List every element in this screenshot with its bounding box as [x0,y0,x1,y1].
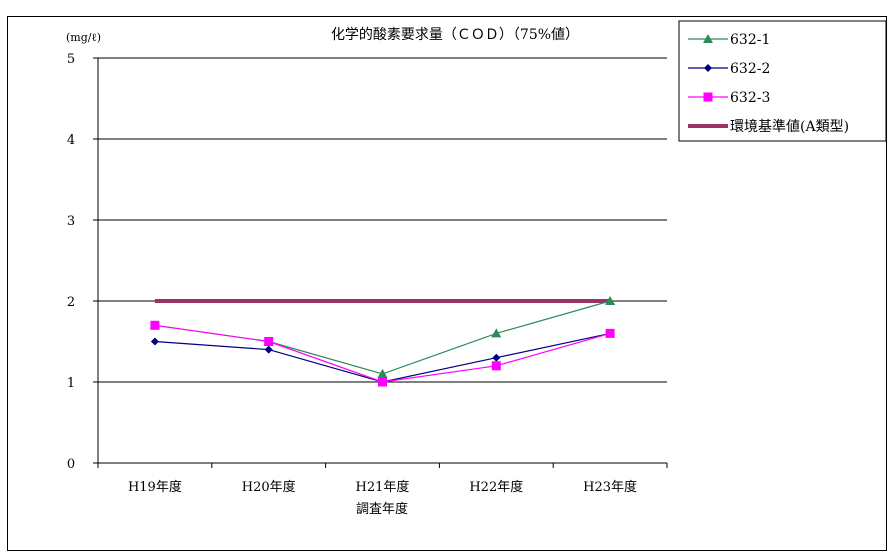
x-tick-labels: H19年度 H20年度 H21年度 H22年度 H23年度 [128,479,637,495]
legend-marker-2 [703,92,713,102]
y-tick-label-2: 2 [67,295,75,310]
data-point-2-0 [150,320,160,330]
y-unit-label: (mg/ℓ) [66,31,101,44]
series-line-0 [154,300,611,375]
legend-marker-0 [703,34,713,43]
legend-box [678,20,887,142]
legend-marker-1 [704,64,712,72]
series-2 [150,320,615,387]
y-tick-label-3: 3 [67,214,75,229]
axes [93,57,668,468]
data-point-0-4 [605,296,616,305]
legend-label-1: 632-2 [730,61,770,77]
data-point-2-2 [378,377,387,387]
legend-label-3: 環境基準値(A類型) [730,118,849,135]
y-tick-labels: 0 1 2 3 4 5 [67,52,75,472]
data-point-1-0 [150,337,159,346]
legend-label-0: 632-1 [730,32,770,48]
y-tick-label-1: 1 [67,376,75,391]
y-tick-label-0: 0 [67,457,75,472]
x-tick-label-3: H22年度 [469,479,523,495]
series-layer [149,296,616,387]
y-tick-label-5: 5 [67,52,75,67]
x-tick-label-4: H23年度 [583,479,637,495]
data-point-0-3 [491,328,502,338]
data-point-1-3 [492,353,501,362]
chart-title: 化学的酸素要求量（ＣＯＤ）（75%値） [331,27,579,43]
data-point-2-3 [491,361,501,371]
chart-frame [7,16,887,551]
x-tick-label-0: H19年度 [128,479,182,495]
data-point-0-2 [377,368,388,378]
series-0 [149,296,616,378]
x-axis-label: 調査年度 [356,501,408,517]
legend: 632-1 632-2 632-3 環境基準値(A類型) [678,20,887,142]
data-point-2-1 [264,337,274,346]
legend-label-2: 632-3 [730,90,770,106]
data-point-2-4 [605,328,615,338]
data-point-1-1 [264,345,273,354]
gridlines [98,57,667,383]
y-tick-label-4: 4 [67,133,75,148]
x-tick-label-1: H20年度 [242,479,296,495]
x-tick-label-2: H21年度 [356,479,410,495]
